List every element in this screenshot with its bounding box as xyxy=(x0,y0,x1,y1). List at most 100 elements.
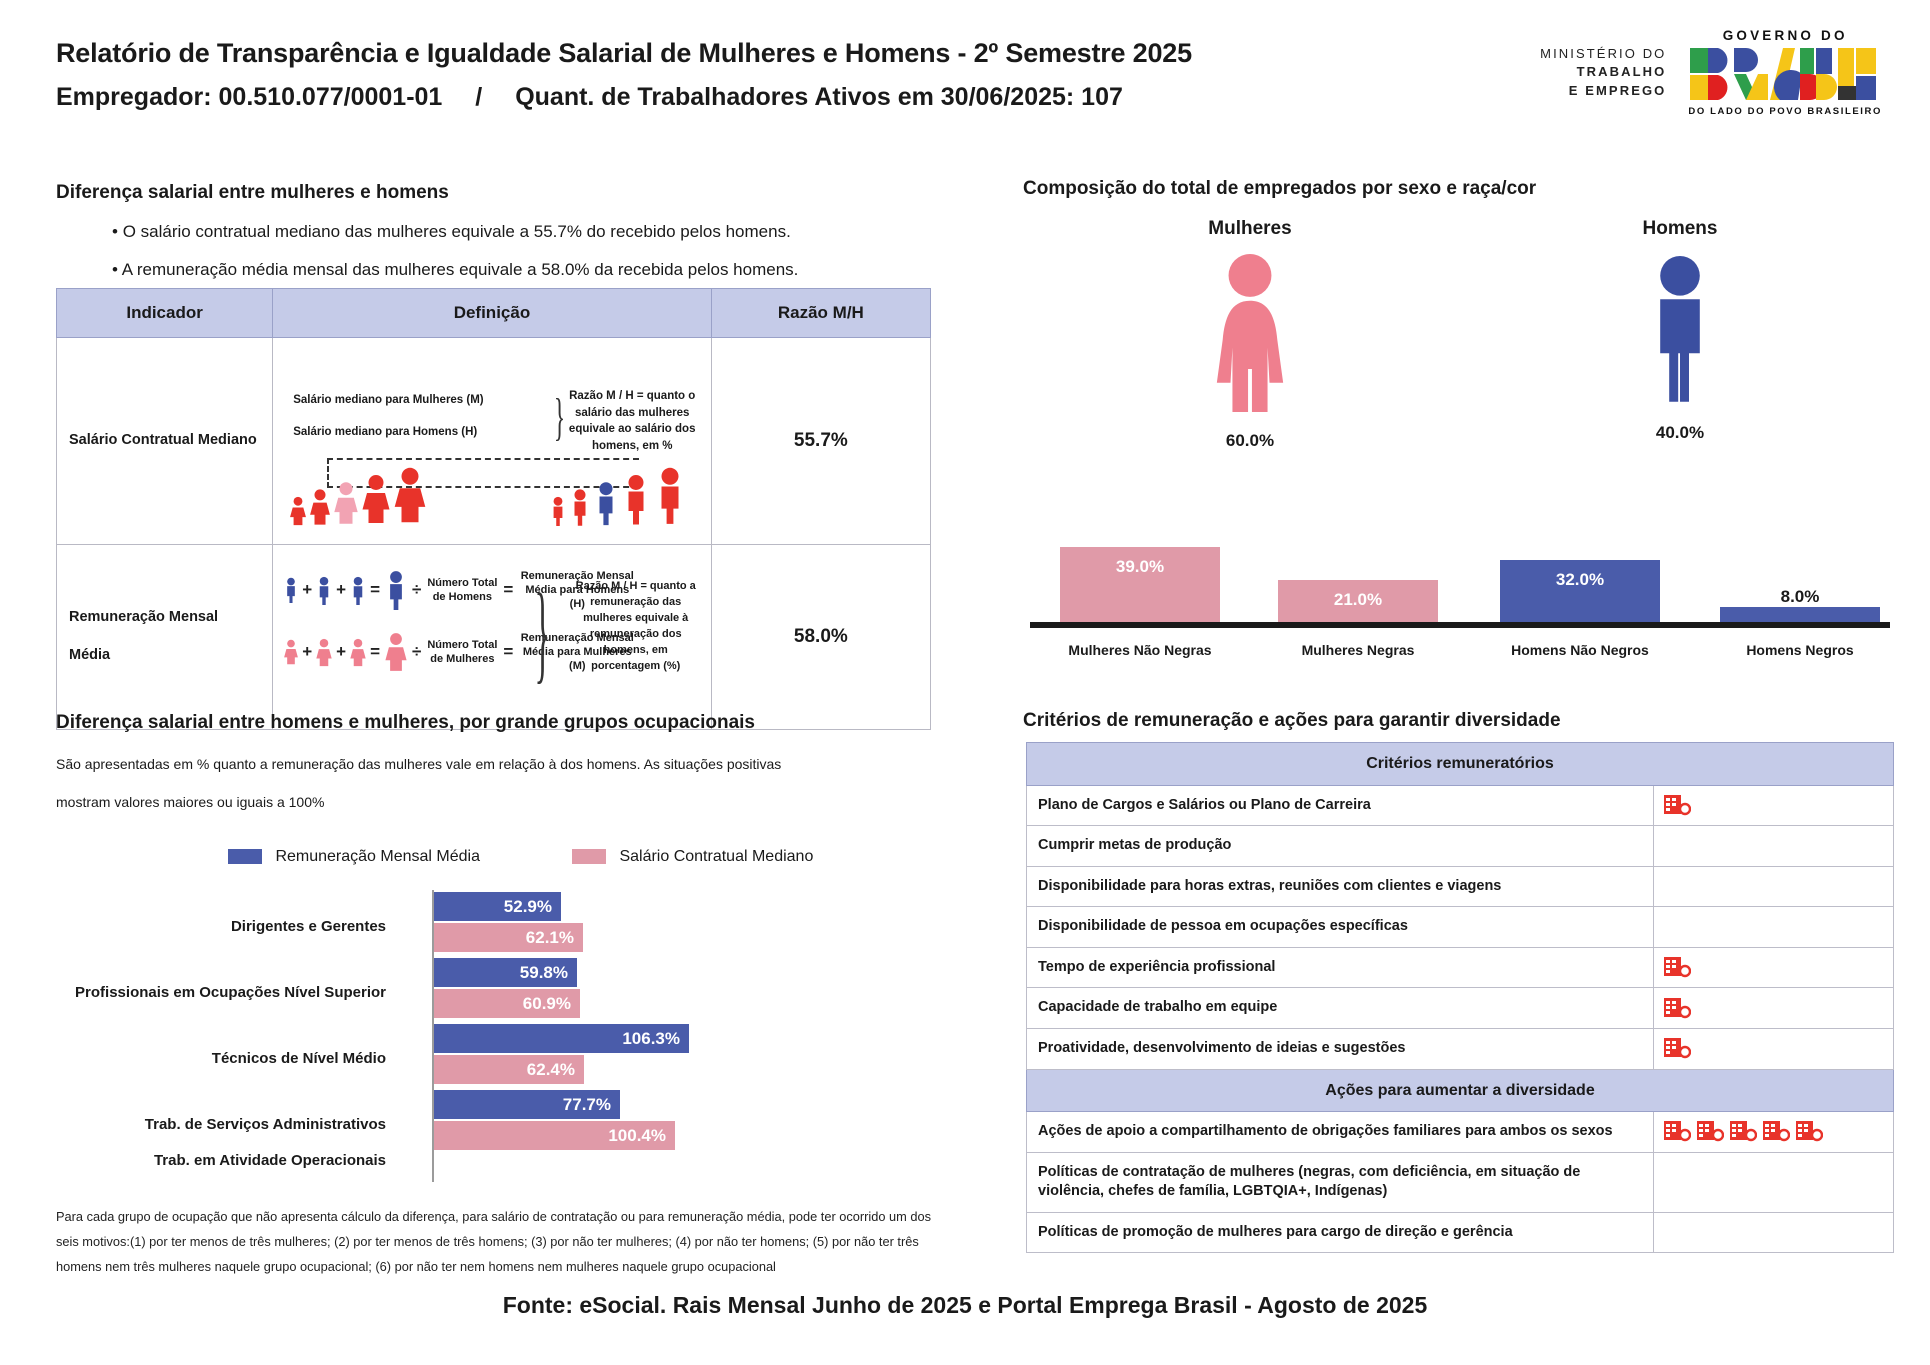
legend-swatch-pink xyxy=(572,849,606,865)
def-ratio-note-1: Razão M / H = quanto o salário das mulhe… xyxy=(568,390,696,453)
occ-bar-value: 100.4% xyxy=(608,1125,666,1145)
table-row: Cumprir metas de produção xyxy=(1026,825,1894,867)
criteria-heading: Critérios de remuneração e ações para ga… xyxy=(1023,710,1561,731)
checklist-icon xyxy=(1796,1121,1823,1142)
divide-icon: ÷ xyxy=(412,580,422,599)
def-median-men-label: Salário mediano para Homens (H) xyxy=(293,426,478,438)
ministry-line-2: TRABALHO xyxy=(1576,64,1667,80)
action-icons-contratacao-mulheres xyxy=(1653,1151,1894,1213)
occ-bar-pink: 62.1% xyxy=(434,923,583,952)
table-row: Políticas de promoção de mulheres para c… xyxy=(1026,1211,1894,1254)
occ-bar-blue: 77.7% xyxy=(434,1090,620,1119)
criteria-section-header-1: Critérios remuneratórios xyxy=(1026,742,1894,786)
table-row: Disponibilidade de pessoa em ocupações e… xyxy=(1026,906,1894,948)
table-row: Proatividade, desenvolvimento de ideias … xyxy=(1026,1027,1894,1070)
checklist-icon xyxy=(1664,794,1691,816)
composition-heading: Composição do total de empregados por se… xyxy=(1023,178,1537,199)
wage-gap-bullet-1: O salário contratual mediano das mulhere… xyxy=(112,222,791,242)
race-bar-homens-nao-negros: 32.0% xyxy=(1500,560,1660,622)
formula-men-result: Remuneração Mensal Média para Homens (H) xyxy=(520,569,634,611)
criteria-icons-horas-extras xyxy=(1653,865,1894,908)
race-bar-value: 21.0% xyxy=(1333,590,1383,609)
checklist-icon xyxy=(1730,1121,1757,1142)
criteria-section-header-2: Ações para aumentar a diversidade xyxy=(1026,1068,1894,1113)
occupational-heading: Diferença salarial entre homens e mulher… xyxy=(56,712,755,733)
criteria-icons-proatividade xyxy=(1653,1027,1894,1070)
occ-category-label: Trab. de Serviços Administrativos xyxy=(144,1116,386,1133)
man-figure-icon xyxy=(661,467,679,524)
legend-item-remuneracao: Remuneração Mensal Média xyxy=(228,848,480,866)
occ-bar-value: 60.9% xyxy=(522,993,571,1013)
criteria-label-ocupacoes-especificas: Disponibilidade de pessoa em ocupações e… xyxy=(1026,906,1654,948)
brasil-top-text: GOVERNO DO xyxy=(1722,28,1848,43)
race-bar-value: 39.0% xyxy=(1115,557,1165,576)
divide-icon: ÷ xyxy=(412,642,422,661)
equals-icon: = xyxy=(503,580,514,599)
occ-bar-pink: 60.9% xyxy=(434,989,580,1018)
indicator-salario-mediano: Salário Contratual Mediano xyxy=(55,337,274,545)
plus-icon: + xyxy=(302,642,313,661)
col-razao: Razão M/H xyxy=(710,288,932,338)
occupational-footnote: Para cada grupo de ocupação que não apre… xyxy=(56,1209,932,1274)
occ-category-label: Técnicos de Nível Médio xyxy=(211,1050,386,1067)
equals-icon: = xyxy=(503,642,514,661)
criteria-icons-experiencia xyxy=(1653,946,1894,989)
occ-bar-value: 62.1% xyxy=(525,927,574,947)
dashed-comparison-box xyxy=(327,458,640,488)
active-workers-label: Quant. de Trabalhadores Ativos em 30/06/… xyxy=(515,83,1123,111)
table-row: Remuneração Mensal Média + + = ÷ Número … xyxy=(55,544,932,730)
composition-women-title: Mulheres xyxy=(1208,218,1292,239)
composition-women: Mulheres 60.0% xyxy=(1150,218,1350,451)
composition-men-title: Homens xyxy=(1642,218,1718,239)
criteria-icons-metas xyxy=(1653,825,1894,867)
occ-bar-value: 59.8% xyxy=(519,962,568,982)
pictogram-group-men xyxy=(549,464,687,526)
col-definicao: Definição xyxy=(272,288,712,338)
occ-category-label: Profissionais em Ocupações Nível Superio… xyxy=(75,984,386,1001)
criteria-label-plano-cargos: Plano de Cargos e Salários ou Plano de C… xyxy=(1026,784,1654,827)
occ-category-label: Dirigentes e Gerentes xyxy=(230,918,386,935)
criteria-label-proatividade: Proatividade, desenvolvimento de ideias … xyxy=(1026,1027,1654,1070)
criteria-icons-ocupacoes-especificas xyxy=(1653,906,1894,948)
icon-strip xyxy=(1664,1036,1883,1061)
pictogram-group-women xyxy=(289,464,427,526)
occupational-bar-chart: Dirigentes e Gerentes 52.9% 62.1% Profis… xyxy=(56,890,936,1182)
race-label-homens-negros: Homens Negros xyxy=(1746,642,1854,658)
man-figure-icon-highlight xyxy=(599,482,613,526)
woman-figure-icon xyxy=(310,489,331,525)
page-title: Relatório de Transparência e Igualdade S… xyxy=(56,38,1192,68)
equals-icon: = xyxy=(370,580,381,599)
woman-figure-icon xyxy=(284,639,299,665)
woman-figure-icon xyxy=(362,475,390,523)
occ-category-label: Trab. em Atividade Operacionais xyxy=(153,1152,386,1169)
race-bar-homens-negros: 8.0% xyxy=(1720,587,1880,622)
race-bar-value: 8.0% xyxy=(1780,587,1820,606)
criteria-label-horas-extras: Disponibilidade para horas extras, reuni… xyxy=(1026,865,1654,908)
legend-item-salario: Salário Contratual Mediano xyxy=(572,848,813,866)
race-label-homens-nao-negros: Homens Não Negros xyxy=(1511,642,1649,658)
occ-bar-value: 77.7% xyxy=(562,1094,611,1114)
formula-men-count: Número Total de Homens xyxy=(427,576,498,603)
man-figure-icon xyxy=(574,489,586,526)
indicator-line-1: Remuneração Mensal xyxy=(69,609,219,626)
woman-figure-icon xyxy=(1216,254,1284,412)
criteria-label-experiencia: Tempo de experiência profissional xyxy=(1026,946,1654,989)
table-header-row: Indicador Definição Razão M/H xyxy=(55,288,932,338)
table-row: Salário Contratual Mediano Salário media… xyxy=(55,337,932,545)
table-row: Plano de Cargos e Salários ou Plano de C… xyxy=(1026,784,1894,827)
legend-label-salario: Salário Contratual Mediano xyxy=(619,848,814,865)
occ-bar-pink: 100.4% xyxy=(434,1121,675,1150)
definition-salario-mediano: Salário mediano para Mulheres (M) Salári… xyxy=(272,337,712,545)
occupational-legend: Remuneração Mensal Média Salário Contrat… xyxy=(228,848,813,866)
criteria-icons-plano-cargos xyxy=(1653,784,1894,827)
occ-bar-blue: 106.3% xyxy=(434,1024,689,1053)
man-figure-icon xyxy=(1660,256,1700,402)
formula-women: + + = ÷ Número Total de Mulheres = Remun… xyxy=(283,621,701,683)
checklist-icon xyxy=(1697,1121,1724,1142)
checklist-icon xyxy=(1763,1121,1790,1142)
wage-gap-heading: Diferença salarial entre mulheres e home… xyxy=(56,182,449,203)
occ-bar-blue: 59.8% xyxy=(434,958,577,987)
definition-remuneracao-media: + + = ÷ Número Total de Homens = Remuner… xyxy=(272,544,712,730)
composition-women-pct: 60.0% xyxy=(1225,431,1275,450)
def-median-women-label: Salário mediano para Mulheres (M) xyxy=(293,394,484,406)
